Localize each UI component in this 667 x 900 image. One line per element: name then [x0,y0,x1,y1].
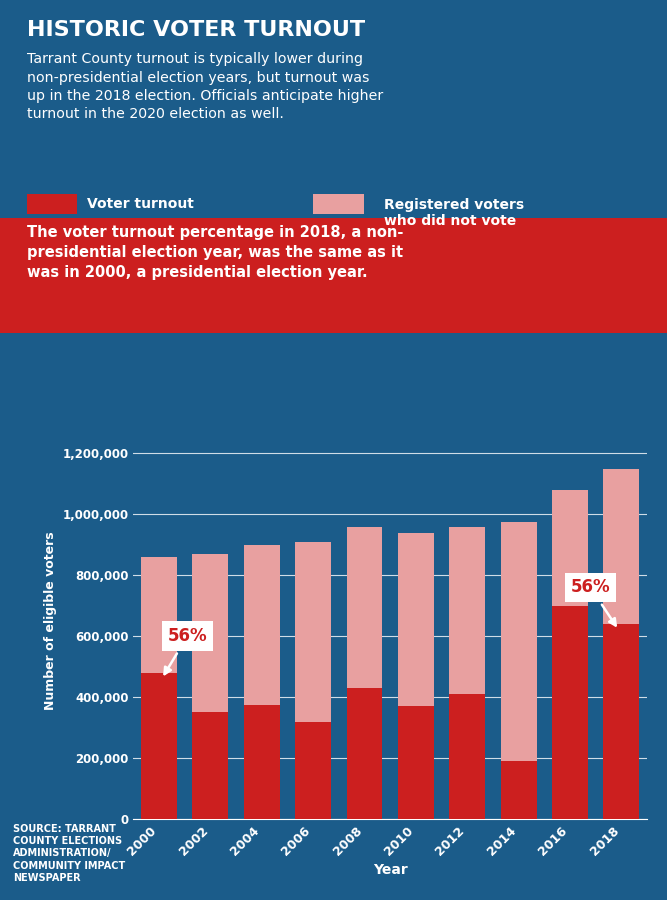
Bar [450,526,485,694]
Text: Voter turnout: Voter turnout [87,197,193,211]
Bar [398,706,434,819]
Text: 56%: 56% [571,579,616,626]
Bar [604,469,639,624]
Text: Registered voters
who did not vote: Registered voters who did not vote [384,198,524,229]
Bar [450,694,485,819]
Bar [501,522,536,761]
Text: HISTORIC VOTER TURNOUT: HISTORIC VOTER TURNOUT [27,20,365,40]
Bar [295,542,331,722]
Bar [244,705,279,819]
Bar [141,673,177,819]
Bar [295,722,331,819]
Bar [501,761,536,819]
Bar [193,713,228,819]
Text: Tarrant County turnout is typically lower during
non-presidential election years: Tarrant County turnout is typically lowe… [27,52,383,122]
Y-axis label: Number of eligible voters: Number of eligible voters [44,532,57,710]
Bar [552,490,588,606]
X-axis label: Year: Year [373,863,408,878]
Text: 56%: 56% [165,627,207,674]
Bar [244,544,279,705]
Bar [193,554,228,713]
Bar [398,533,434,706]
Text: The voter turnout percentage in 2018, a non-
presidential election year, was the: The voter turnout percentage in 2018, a … [27,225,403,280]
Bar [141,557,177,673]
Text: SOURCE: TARRANT
COUNTY ELECTIONS
ADMINISTRATION/
COMMUNITY IMPACT
NEWSPAPER: SOURCE: TARRANT COUNTY ELECTIONS ADMINIS… [13,824,125,883]
Bar [347,526,382,688]
Bar [604,624,639,819]
Bar [347,688,382,819]
Bar [552,606,588,819]
